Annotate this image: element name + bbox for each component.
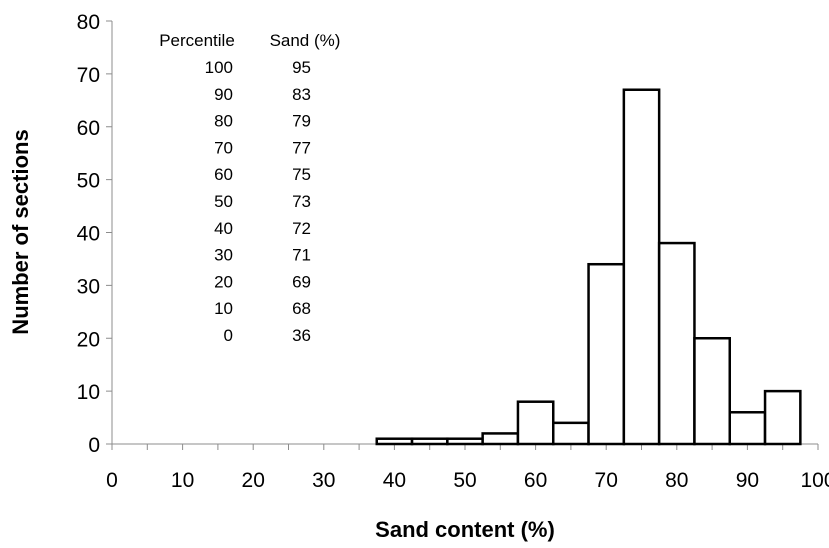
x-tick-label: 20 [242, 469, 265, 492]
histogram-bar [693, 337, 732, 446]
x-tick-label: 100 [800, 469, 829, 492]
table-cell: 72 [292, 219, 311, 238]
histogram-bar [657, 241, 696, 446]
y-axis: 0 10 20 30 40 50 60 70 80 [77, 11, 113, 457]
y-tick-label: 70 [77, 64, 100, 87]
x-tick-label: 50 [453, 469, 476, 492]
histogram-bar [622, 88, 661, 446]
table-cell: 50 [214, 192, 233, 211]
histogram-bar [410, 437, 449, 446]
y-tick-label: 20 [77, 328, 100, 351]
histogram-bar [552, 421, 590, 446]
histogram-bar [481, 432, 520, 446]
histogram-bar [516, 400, 555, 446]
x-tick-label: 30 [312, 469, 335, 492]
y-tick-label: 0 [88, 434, 100, 457]
y-tick-label: 40 [77, 223, 100, 246]
x-tick-label: 0 [106, 469, 118, 492]
x-axis: 0 10 20 30 40 50 60 70 80 90 100 [106, 443, 829, 492]
x-axis-title: Sand content (%) [375, 517, 555, 542]
table-cell: 60 [214, 165, 233, 184]
table-cell: 69 [292, 272, 311, 291]
table-cell: 20 [214, 272, 233, 291]
table-cell: 95 [292, 58, 311, 77]
table-cell: 90 [214, 85, 233, 104]
histogram-bar [446, 437, 484, 446]
table-cell: 68 [292, 299, 311, 318]
table-cell: 70 [214, 138, 233, 157]
y-tick-label: 80 [77, 11, 100, 34]
x-tick-label: 80 [665, 469, 688, 492]
table-cell: 71 [292, 246, 311, 265]
table-cell: 40 [214, 219, 233, 238]
x-tick-label: 10 [171, 469, 194, 492]
x-tick-label: 40 [383, 469, 406, 492]
table-cell: 36 [292, 326, 311, 345]
table-header: Percentile [159, 31, 235, 50]
bars [375, 88, 802, 446]
table-header: Sand (%) [270, 31, 341, 50]
x-tick-label: 60 [524, 469, 547, 492]
table-cell: 77 [292, 138, 311, 157]
y-tick-label: 30 [77, 275, 100, 298]
histogram-bar [763, 389, 802, 446]
table-cell: 0 [224, 326, 233, 345]
table-cell: 83 [292, 85, 311, 104]
y-axis-title: Number of sections [8, 129, 33, 334]
table-cell: 79 [292, 112, 311, 131]
histogram-bar [728, 411, 767, 446]
table-cell: 80 [214, 112, 233, 131]
y-tick-label: 50 [77, 170, 100, 193]
table-cell: 30 [214, 246, 233, 265]
x-tick-label: 90 [736, 469, 759, 492]
histogram-bar [587, 262, 626, 446]
table-cell: 100 [205, 58, 233, 77]
x-tick-label: 70 [595, 469, 618, 492]
histogram-bar [375, 437, 414, 446]
y-tick-label: 60 [77, 117, 100, 140]
y-tick-label: 10 [77, 381, 100, 404]
table-cell: 75 [292, 165, 311, 184]
table-cell: 73 [292, 192, 311, 211]
table-cell: 10 [214, 299, 233, 318]
